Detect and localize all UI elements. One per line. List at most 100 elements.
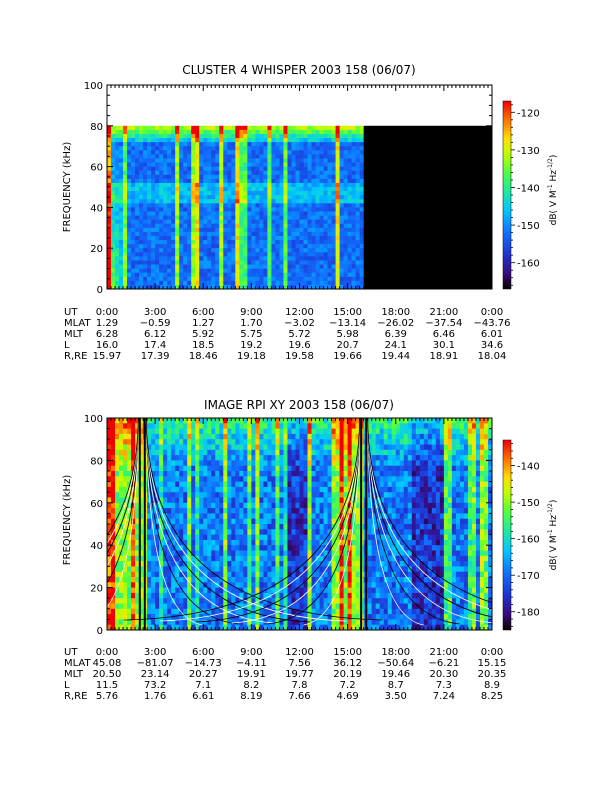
heatmap-cell	[147, 260, 152, 266]
heatmap-cell	[111, 240, 116, 245]
heatmap-cell	[307, 614, 313, 620]
heatmap-cell	[231, 272, 236, 278]
heatmap-cell	[111, 187, 116, 192]
heatmap-cell	[223, 439, 228, 446]
heatmap-cell	[155, 215, 160, 221]
heatmap-cell	[307, 582, 313, 589]
heatmap-cell	[179, 518, 184, 525]
heatmap-cell	[219, 486, 224, 493]
heatmap-cell	[411, 125, 417, 289]
heatmap-cell	[155, 614, 160, 620]
heatmap-cell	[283, 211, 289, 217]
heatmap-cell	[111, 199, 116, 204]
heatmap-cell	[191, 592, 196, 599]
heatmap-cell	[179, 476, 184, 483]
heatmap-cell	[199, 529, 204, 536]
heatmap-cell	[183, 191, 188, 196]
heatmap-cell	[119, 166, 124, 172]
heatmap-cell	[263, 471, 269, 477]
heatmap-cell	[279, 587, 285, 594]
heatmap-cell	[131, 223, 136, 229]
heatmap-cell	[127, 460, 132, 467]
heatmap-cell	[239, 280, 244, 286]
heatmap-cell	[283, 592, 289, 599]
heatmap-cell	[135, 608, 140, 615]
heatmap-cell	[223, 624, 228, 630]
heatmap-cell	[303, 582, 309, 589]
ephemeris-value: 5.75	[240, 329, 262, 340]
heatmap-cell	[319, 187, 325, 192]
heatmap-cell	[351, 252, 357, 257]
heatmap-cell	[127, 587, 132, 594]
heatmap-cell	[251, 244, 256, 249]
heatmap-cell	[287, 492, 293, 499]
heatmap-cell	[179, 162, 184, 168]
heatmap-cell	[311, 439, 317, 446]
heatmap-cell	[275, 284, 281, 289]
heatmap-cell	[267, 598, 273, 605]
heatmap-cell	[327, 268, 333, 274]
heatmap-cell	[319, 150, 325, 155]
heatmap-cell	[183, 170, 188, 176]
heatmap-cell	[199, 154, 204, 160]
heatmap-cell	[171, 154, 176, 160]
ephemeris-row-label: UT	[64, 307, 78, 318]
heatmap-cell	[147, 513, 152, 520]
heatmap-cell	[311, 223, 317, 229]
heatmap-cell	[107, 199, 112, 204]
heatmap-cell	[207, 608, 212, 615]
heatmap-cell	[359, 272, 365, 278]
heatmap-cell	[243, 497, 248, 504]
heatmap-cell	[123, 170, 128, 176]
heatmap-cell	[119, 566, 124, 573]
heatmap-cell	[159, 587, 164, 594]
heatmap-cell	[143, 276, 148, 282]
heatmap-cell	[335, 146, 341, 151]
heatmap-cell	[167, 577, 172, 583]
heatmap-cell	[283, 219, 289, 225]
ephemeris-value: 18.5	[192, 340, 214, 351]
heatmap-cell	[267, 624, 273, 630]
heatmap-cell	[187, 492, 192, 499]
heatmap-cell	[355, 146, 361, 151]
heatmap-cell	[211, 199, 216, 204]
heatmap-cell	[111, 211, 116, 217]
heatmap-cell	[303, 138, 309, 143]
heatmap-cell	[123, 154, 128, 160]
heatmap-cell	[283, 492, 289, 499]
ephemeris-value: 6.01	[481, 329, 503, 340]
heatmap-cell	[351, 195, 357, 200]
heatmap-cell	[295, 154, 301, 160]
heatmap-cell	[195, 138, 200, 143]
heatmap-cell	[219, 195, 224, 200]
ephemeris-value: 19.44	[381, 351, 410, 362]
heatmap-cell	[127, 178, 132, 184]
heatmap-cell	[295, 170, 301, 176]
heatmap-cell	[279, 264, 285, 270]
heatmap-cell	[127, 619, 132, 626]
heatmap-cell	[275, 513, 281, 520]
heatmap-cell	[235, 211, 240, 217]
heatmap-cell	[111, 174, 116, 180]
heatmap-cell	[299, 280, 305, 286]
heatmap-cell	[171, 603, 176, 610]
heatmap-cell	[147, 154, 152, 160]
heatmap-cell	[207, 624, 212, 630]
heatmap-cell	[223, 471, 228, 477]
heatmap-cell	[195, 272, 200, 278]
ephemeris-value: −13.14	[329, 318, 366, 329]
heatmap-cell	[291, 423, 297, 430]
ephemeris-value: 1.29	[96, 318, 118, 329]
heatmap-cell	[359, 138, 365, 143]
heatmap-cell	[291, 619, 297, 626]
heatmap-cell	[311, 524, 317, 530]
heatmap-cell	[231, 624, 236, 630]
heatmap-cell	[275, 231, 281, 237]
heatmap-cell	[315, 203, 321, 208]
heatmap-cell	[395, 125, 401, 289]
heatmap-cell	[279, 455, 285, 461]
ephemeris-row-label: MLAT	[64, 318, 91, 329]
heatmap-cell	[167, 555, 172, 562]
heatmap-cell	[139, 539, 144, 546]
heatmap-cell	[163, 502, 168, 509]
